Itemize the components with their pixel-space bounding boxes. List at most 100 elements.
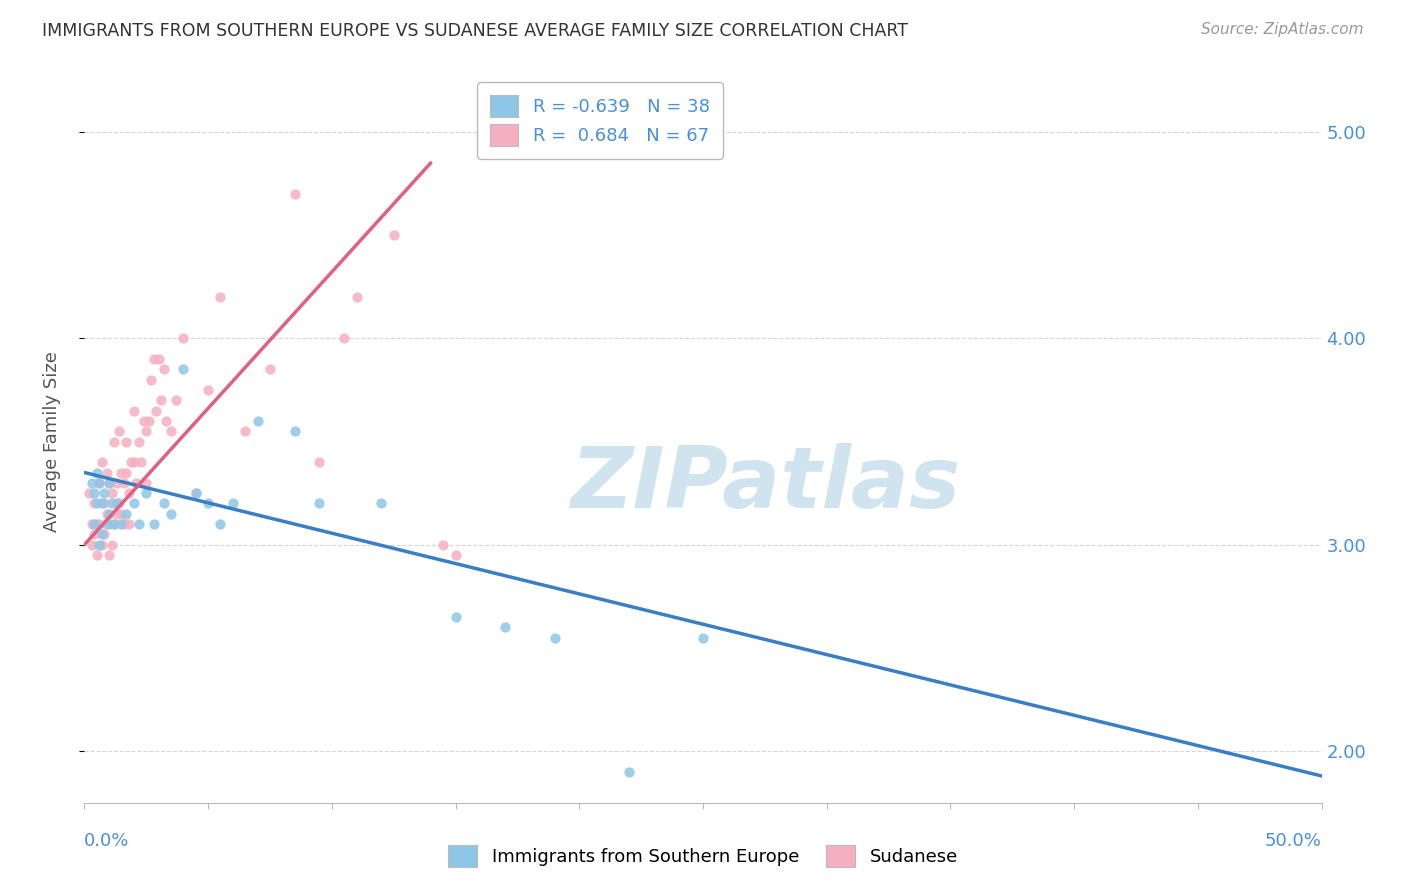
Point: [284, 186, 307, 201]
Point: [83, 496, 105, 510]
Point: [98, 475, 121, 490]
Point: [209, 290, 232, 304]
Text: Source: ZipAtlas.com: Source: ZipAtlas.com: [1201, 22, 1364, 37]
Point: [135, 486, 157, 500]
Point: [138, 414, 160, 428]
Point: [86, 548, 108, 562]
Point: [333, 331, 356, 345]
Legend: R = -0.639   N = 38, R =  0.684   N = 67: R = -0.639 N = 38, R = 0.684 N = 67: [477, 82, 723, 159]
Point: [80, 475, 103, 490]
Point: [172, 331, 194, 345]
Point: [543, 631, 565, 645]
Point: [112, 517, 135, 532]
Point: [108, 496, 131, 510]
Point: [103, 517, 125, 532]
Point: [115, 434, 138, 449]
Point: [122, 496, 145, 510]
Point: [120, 455, 142, 469]
Point: [100, 538, 122, 552]
Point: [160, 424, 183, 438]
Point: [308, 455, 330, 469]
Text: 0.0%: 0.0%: [84, 831, 129, 850]
Point: [83, 486, 105, 500]
Point: [83, 517, 105, 532]
Point: [93, 527, 115, 541]
Point: [308, 496, 330, 510]
Point: [118, 486, 141, 500]
Point: [90, 538, 112, 552]
Point: [172, 362, 194, 376]
Point: [105, 496, 128, 510]
Point: [89, 475, 111, 490]
Point: [152, 362, 174, 376]
Text: ZIPatlas: ZIPatlas: [569, 443, 960, 526]
Point: [494, 620, 516, 634]
Point: [165, 393, 187, 408]
Point: [135, 424, 157, 438]
Point: [110, 466, 132, 480]
Point: [246, 414, 269, 428]
Point: [118, 517, 141, 532]
Point: [184, 486, 207, 500]
Point: [96, 517, 118, 532]
Point: [145, 403, 167, 417]
Point: [80, 538, 103, 552]
Point: [115, 466, 138, 480]
Point: [93, 486, 115, 500]
Point: [617, 764, 640, 779]
Point: [444, 610, 467, 624]
Point: [98, 507, 121, 521]
Text: 50.0%: 50.0%: [1265, 831, 1322, 850]
Point: [135, 475, 157, 490]
Point: [105, 475, 128, 490]
Point: [233, 424, 256, 438]
Point: [128, 517, 150, 532]
Point: [110, 517, 132, 532]
Point: [110, 507, 132, 521]
Point: [86, 466, 108, 480]
Text: IMMIGRANTS FROM SOUTHERN EUROPE VS SUDANESE AVERAGE FAMILY SIZE CORRELATION CHAR: IMMIGRANTS FROM SOUTHERN EUROPE VS SUDAN…: [42, 22, 908, 40]
Point: [197, 496, 219, 510]
Point: [408, 53, 430, 67]
Legend: Immigrants from Southern Europe, Sudanese: Immigrants from Southern Europe, Sudanes…: [441, 838, 965, 874]
Point: [98, 548, 121, 562]
Point: [155, 414, 177, 428]
Point: [103, 434, 125, 449]
Point: [79, 486, 101, 500]
Point: [98, 475, 121, 490]
Point: [142, 517, 165, 532]
Point: [142, 351, 165, 366]
Point: [284, 424, 307, 438]
Point: [108, 424, 131, 438]
Point: [444, 548, 467, 562]
Point: [89, 517, 111, 532]
Point: [370, 496, 392, 510]
Point: [132, 414, 155, 428]
Point: [90, 527, 112, 541]
Point: [692, 631, 714, 645]
Point: [150, 393, 173, 408]
Point: [89, 538, 111, 552]
Point: [83, 527, 105, 541]
Point: [96, 466, 118, 480]
Point: [129, 455, 152, 469]
Point: [90, 496, 112, 510]
Point: [105, 507, 128, 521]
Point: [122, 455, 145, 469]
Point: [197, 383, 219, 397]
Point: [103, 517, 125, 532]
Point: [93, 496, 115, 510]
Point: [100, 496, 122, 510]
Point: [90, 455, 112, 469]
Point: [100, 486, 122, 500]
Point: [128, 434, 150, 449]
Point: [382, 228, 405, 243]
Point: [432, 538, 454, 552]
Point: [222, 496, 245, 510]
Point: [152, 496, 174, 510]
Point: [160, 507, 183, 521]
Point: [96, 507, 118, 521]
Point: [115, 507, 138, 521]
Point: [86, 496, 108, 510]
Point: [184, 486, 207, 500]
